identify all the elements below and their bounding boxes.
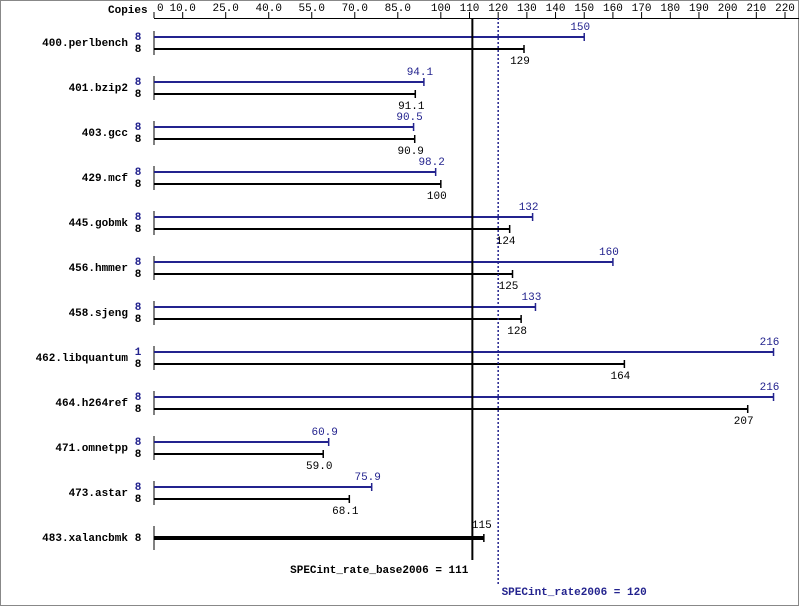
value-label: 164 — [610, 371, 630, 383]
value-label: 133 — [522, 292, 542, 304]
category-label: 462.libquantum — [36, 353, 129, 365]
value-label: 160 — [599, 247, 619, 259]
x-tick-label: 200 — [718, 3, 738, 15]
copies-label: 8 — [135, 302, 142, 314]
copies-label: 8 — [135, 482, 142, 494]
copies-label: 8 — [135, 32, 142, 44]
value-label: 124 — [496, 236, 516, 248]
category-label: 473.astar — [69, 488, 128, 500]
copies-label: 8 — [135, 449, 142, 461]
axis-label: Copies — [108, 5, 148, 17]
value-label: 91.1 — [398, 101, 425, 113]
x-tick-label: 130 — [517, 3, 537, 15]
x-tick-label: 85.0 — [385, 3, 411, 15]
copies-label: 8 — [135, 122, 142, 134]
x-tick-label: 0 — [157, 3, 164, 15]
category-label: 445.gobmk — [69, 218, 129, 230]
reference-label: SPECint_rate_base2006 = 111 — [290, 565, 469, 577]
category-label: 401.bzip2 — [69, 83, 128, 95]
value-label: 216 — [760, 337, 780, 349]
copies-label: 8 — [135, 494, 142, 506]
x-tick-label: 120 — [488, 3, 508, 15]
x-tick-label: 25.0 — [213, 3, 239, 15]
category-label: 471.omnetpp — [55, 443, 128, 455]
copies-label: 8 — [135, 437, 142, 449]
value-label: 90.5 — [396, 112, 422, 124]
copies-label: 8 — [135, 269, 142, 281]
copies-label: 8 — [135, 44, 142, 56]
copies-label: 1 — [135, 347, 142, 359]
value-label: 129 — [510, 56, 530, 68]
category-label: 483.xalancbmk — [42, 533, 128, 545]
x-tick-label: 190 — [689, 3, 709, 15]
copies-label: 8 — [135, 179, 142, 191]
category-label: 400.perlbench — [42, 38, 128, 50]
copies-label: 8 — [135, 167, 142, 179]
copies-label: 8 — [135, 404, 142, 416]
copies-label: 8 — [135, 314, 142, 326]
value-label: 207 — [734, 416, 754, 428]
value-label: 125 — [499, 281, 519, 293]
copies-label: 8 — [135, 392, 142, 404]
x-tick-label: 170 — [632, 3, 652, 15]
x-tick-label: 140 — [546, 3, 566, 15]
x-tick-label: 150 — [574, 3, 594, 15]
copies-label: 8 — [135, 224, 142, 236]
x-tick-label: 160 — [603, 3, 623, 15]
value-label: 60.9 — [311, 427, 337, 439]
x-tick-label: 100 — [431, 3, 451, 15]
value-label: 75.9 — [354, 472, 380, 484]
x-tick-label: 220 — [775, 3, 795, 15]
category-label: 464.h264ref — [55, 398, 128, 410]
x-tick-label: 55.0 — [299, 3, 325, 15]
reference-label: SPECint_rate2006 = 120 — [502, 587, 647, 599]
category-label: 456.hmmer — [69, 263, 128, 275]
value-label: 90.9 — [398, 146, 424, 158]
x-tick-label: 180 — [660, 3, 680, 15]
value-label: 115 — [472, 520, 492, 532]
value-label: 150 — [570, 22, 590, 34]
x-tick-label: 10.0 — [169, 3, 195, 15]
value-label: 100 — [427, 191, 447, 203]
x-tick-label: 40.0 — [256, 3, 282, 15]
category-label: 458.sjeng — [69, 308, 128, 320]
value-label: 128 — [507, 326, 527, 338]
value-label: 216 — [760, 382, 780, 394]
copies-label: 8 — [135, 257, 142, 269]
copies-label: 8 — [135, 77, 142, 89]
value-label: 94.1 — [407, 67, 434, 79]
category-label: 429.mcf — [82, 173, 129, 185]
copies-label: 8 — [135, 533, 142, 545]
x-tick-label: 70.0 — [342, 3, 368, 15]
value-label: 98.2 — [418, 157, 444, 169]
value-label: 68.1 — [332, 506, 359, 518]
x-tick-label: 210 — [746, 3, 766, 15]
copies-label: 8 — [135, 134, 142, 146]
copies-label: 8 — [135, 212, 142, 224]
value-label: 59.0 — [306, 461, 332, 473]
copies-label: 8 — [135, 89, 142, 101]
category-label: 403.gcc — [82, 128, 128, 140]
copies-label: 8 — [135, 359, 142, 371]
x-tick-label: 110 — [460, 3, 480, 15]
value-label: 132 — [519, 202, 539, 214]
